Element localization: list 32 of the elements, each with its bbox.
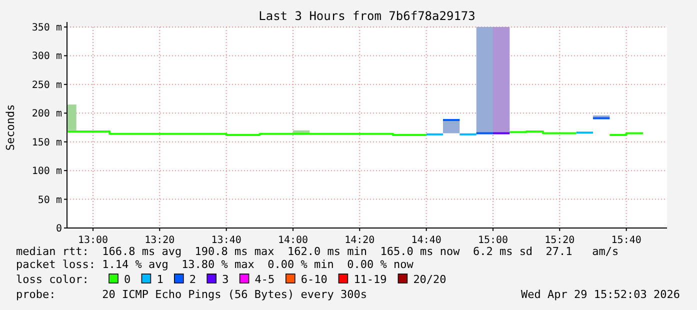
text: packet loss: 1.14 % avg 13.80 % max 0.00 % min 0.00 % now	[16, 258, 414, 271]
y-tick-label: 350 m	[32, 22, 62, 34]
x-tick-label: 13:20	[144, 235, 175, 246]
y-tick-label: 250 m	[32, 80, 62, 91]
y-tick-label: 0	[56, 224, 62, 234]
x-tick-label: 14:40	[411, 235, 442, 246]
x-tick-label: 14:00	[278, 235, 308, 246]
legend-label: 6-10	[300, 273, 328, 286]
legend-title: loss color:	[16, 273, 89, 286]
x-tick-label: 15:00	[478, 235, 508, 246]
legend-label: 20/20	[413, 273, 446, 286]
legend-label: 2	[189, 273, 196, 286]
legend-label: 1	[156, 273, 164, 286]
x-tick-label: 15:20	[544, 235, 575, 246]
x-tick-label: 14:20	[344, 235, 375, 246]
legend-label: 0	[124, 273, 131, 286]
chart-title: Last 3 Hours from 7b6f78a29173	[258, 9, 476, 23]
x-tick-label: 13:00	[78, 235, 108, 246]
text: probe: 20 ICMP Echo Pings (56 Bytes) every 300s	[16, 288, 367, 301]
text: Wed Apr 29 15:52:03 2026	[521, 288, 680, 301]
legend-label: 4-5	[254, 273, 275, 286]
legend-label: 3	[222, 273, 229, 286]
text: median rtt: 166.8 ms avg 190.8 ms max 162.0 ms min 165.0 ms now 6.2 ms sd 27.1 am/s	[16, 245, 619, 258]
y-tick-label: 200 m	[32, 108, 62, 120]
legend-label: 11-19	[354, 273, 387, 286]
x-tick-label: 13:40	[211, 235, 242, 246]
y-axis-title: Seconds	[4, 104, 17, 151]
y-tick-label: 300 m	[32, 51, 62, 62]
x-tick-label: 15:40	[611, 235, 642, 246]
y-tick-label: 100 m	[32, 166, 62, 178]
y-tick-label: 50 m	[38, 194, 62, 206]
y-tick-label: 150 m	[32, 137, 62, 148]
